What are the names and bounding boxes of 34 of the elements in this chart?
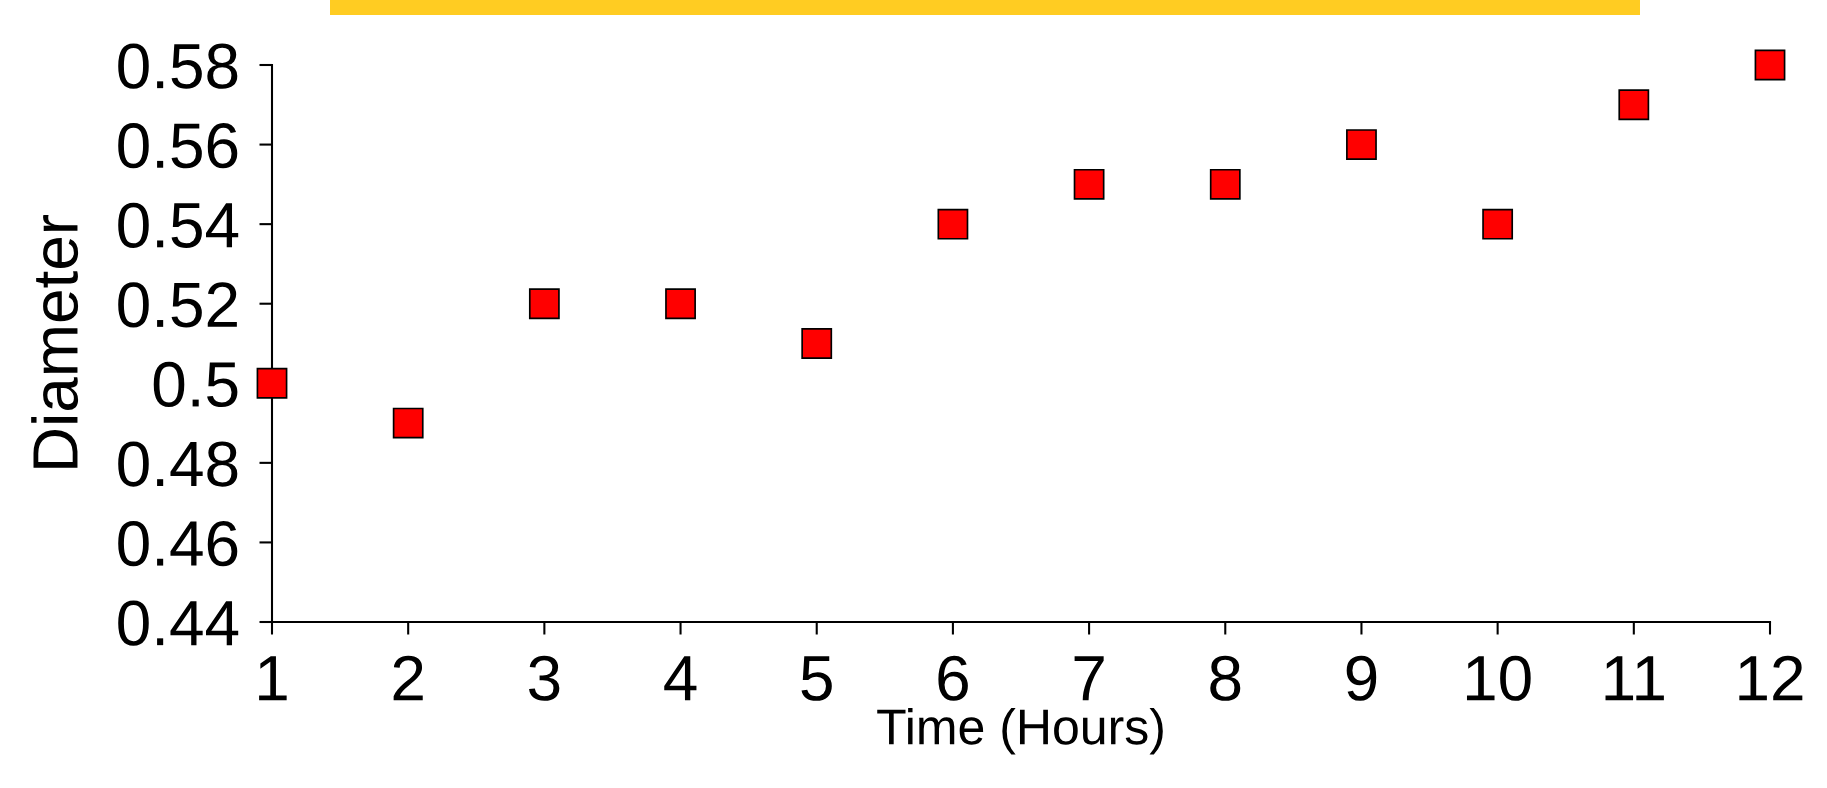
x-tick-label: 8 [1210,655,1241,701]
y-tick-label: 0.5 [153,361,238,408]
x-tick-label: 7 [1074,656,1104,701]
point [801,328,833,359]
x-tick-label: 12 [1739,655,1803,701]
y-tick-label: 0.56 [118,123,238,169]
y-axis-title: Diameter [31,214,79,468]
y-tick-label: 0.54 [118,202,239,248]
point [1482,208,1514,240]
point [392,407,424,439]
x-tick-label: 3 [529,655,560,701]
point [1754,49,1786,81]
point [1346,129,1377,160]
x-tick-label: 11 [1605,656,1664,701]
y-tick-label: 0.44 [118,600,239,646]
point [1073,168,1105,200]
y-tick-label: 0.52 [118,282,237,328]
x-tick-label: 2 [393,655,423,701]
y-tick-label: 0.46 [118,520,238,567]
x-tick-label: 6 [938,655,968,701]
x-tick-label: 4 [664,656,697,701]
point [937,208,969,240]
point [528,288,560,320]
x-tick-label: 10 [1466,655,1531,701]
x-axis-title: Time (Hours) [877,707,1163,755]
x-tick-label: 9 [1346,655,1377,701]
point [256,367,288,399]
y-tick-label: 0.48 [118,441,238,487]
point [1209,168,1241,200]
x-tick-label: 5 [801,656,832,701]
x-tick-label: 1 [259,656,287,701]
point [1618,89,1650,121]
y-tick-label: 0.58 [118,43,238,89]
point [665,288,696,320]
